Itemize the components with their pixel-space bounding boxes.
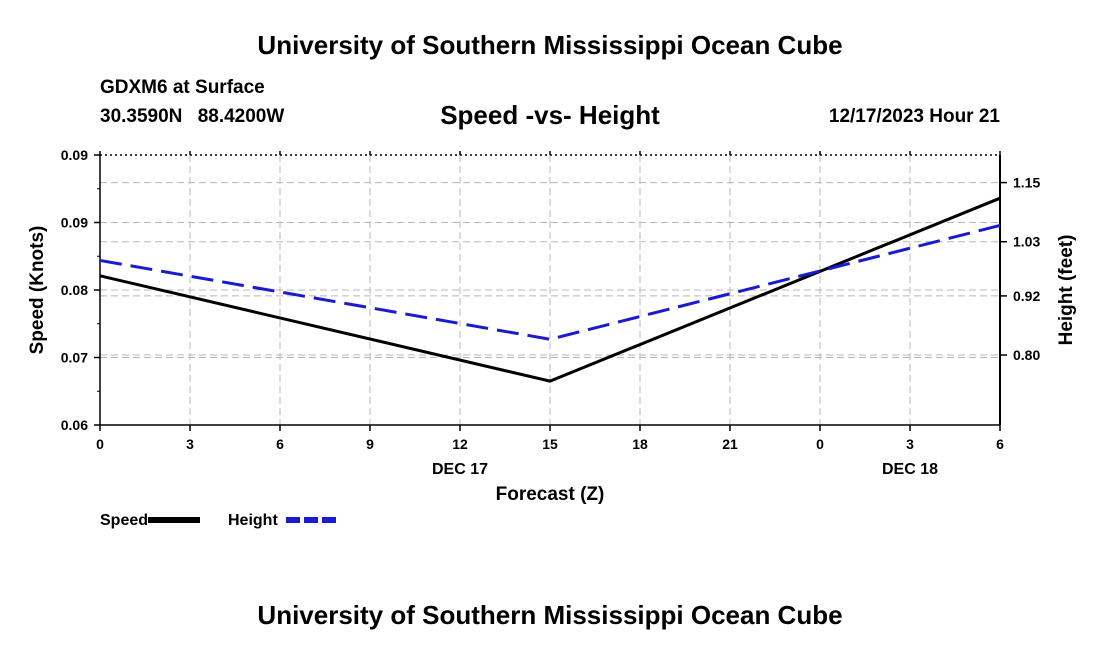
x-tick-label: 18 <box>632 436 648 452</box>
x-tick-label: 3 <box>906 436 914 452</box>
station-label: GDXM6 at Surface <box>100 77 265 98</box>
y2-tick-label: 1.15 <box>1013 175 1040 191</box>
coordinates: 30.3590N 88.4200W <box>100 106 294 128</box>
series-line-speed <box>99 196 1001 383</box>
x-date-label: DEC 17 <box>432 461 488 478</box>
legend-label-speed: Speed <box>100 512 148 529</box>
x-tick-label: 6 <box>996 436 1004 452</box>
x-tick-label: 15 <box>542 436 558 452</box>
x-axis-title: Forecast (Z) <box>496 484 605 505</box>
latitude: 30.3590N <box>100 106 183 127</box>
legend: Speed Height <box>100 512 338 529</box>
legend-label-height: Height <box>228 512 278 529</box>
x-date-label: DEC 18 <box>882 461 938 478</box>
x-tick-label: 12 <box>452 436 468 452</box>
y2-axis-title: Height (feet) <box>1056 235 1077 346</box>
series <box>99 196 1001 383</box>
y2-tick-label: 0.92 <box>1013 288 1040 304</box>
longitude: 88.4200W <box>197 106 285 127</box>
y-tick-label: 0.07 <box>61 350 88 366</box>
y-axis-title: Speed (Knots) <box>27 226 48 355</box>
x-tick-label: 9 <box>366 436 374 452</box>
x-tick-label: 0 <box>96 436 104 452</box>
page-title: University of Southern Mississippi Ocean… <box>257 30 843 60</box>
y-tick-label: 0.08 <box>61 282 88 298</box>
y-tick-label: 0.06 <box>61 417 88 433</box>
x-tick-label: 6 <box>276 436 284 452</box>
y-tick-label: 0.09 <box>61 147 88 163</box>
y2-tick-label: 0.80 <box>1013 347 1040 363</box>
chart-title: Speed -vs- Height <box>440 100 660 130</box>
x-tick-label: 21 <box>722 436 738 452</box>
footer-title: University of Southern Mississippi Ocean… <box>257 600 843 630</box>
forecast-datetime: 12/17/2023 Hour 21 <box>828 106 1000 127</box>
x-tick-label: 0 <box>816 436 824 452</box>
axis-labels: 0.06 0.07 0.08 0.09 0.09 0.80 0.92 1.03 1.15 0 3 6 9… <box>27 147 1077 505</box>
y2-tick-label: 1.03 <box>1013 234 1040 250</box>
grid <box>100 155 1000 425</box>
y-tick-label: 0.09 <box>61 215 88 231</box>
axes <box>94 151 1007 431</box>
x-tick-label: 3 <box>186 436 194 452</box>
